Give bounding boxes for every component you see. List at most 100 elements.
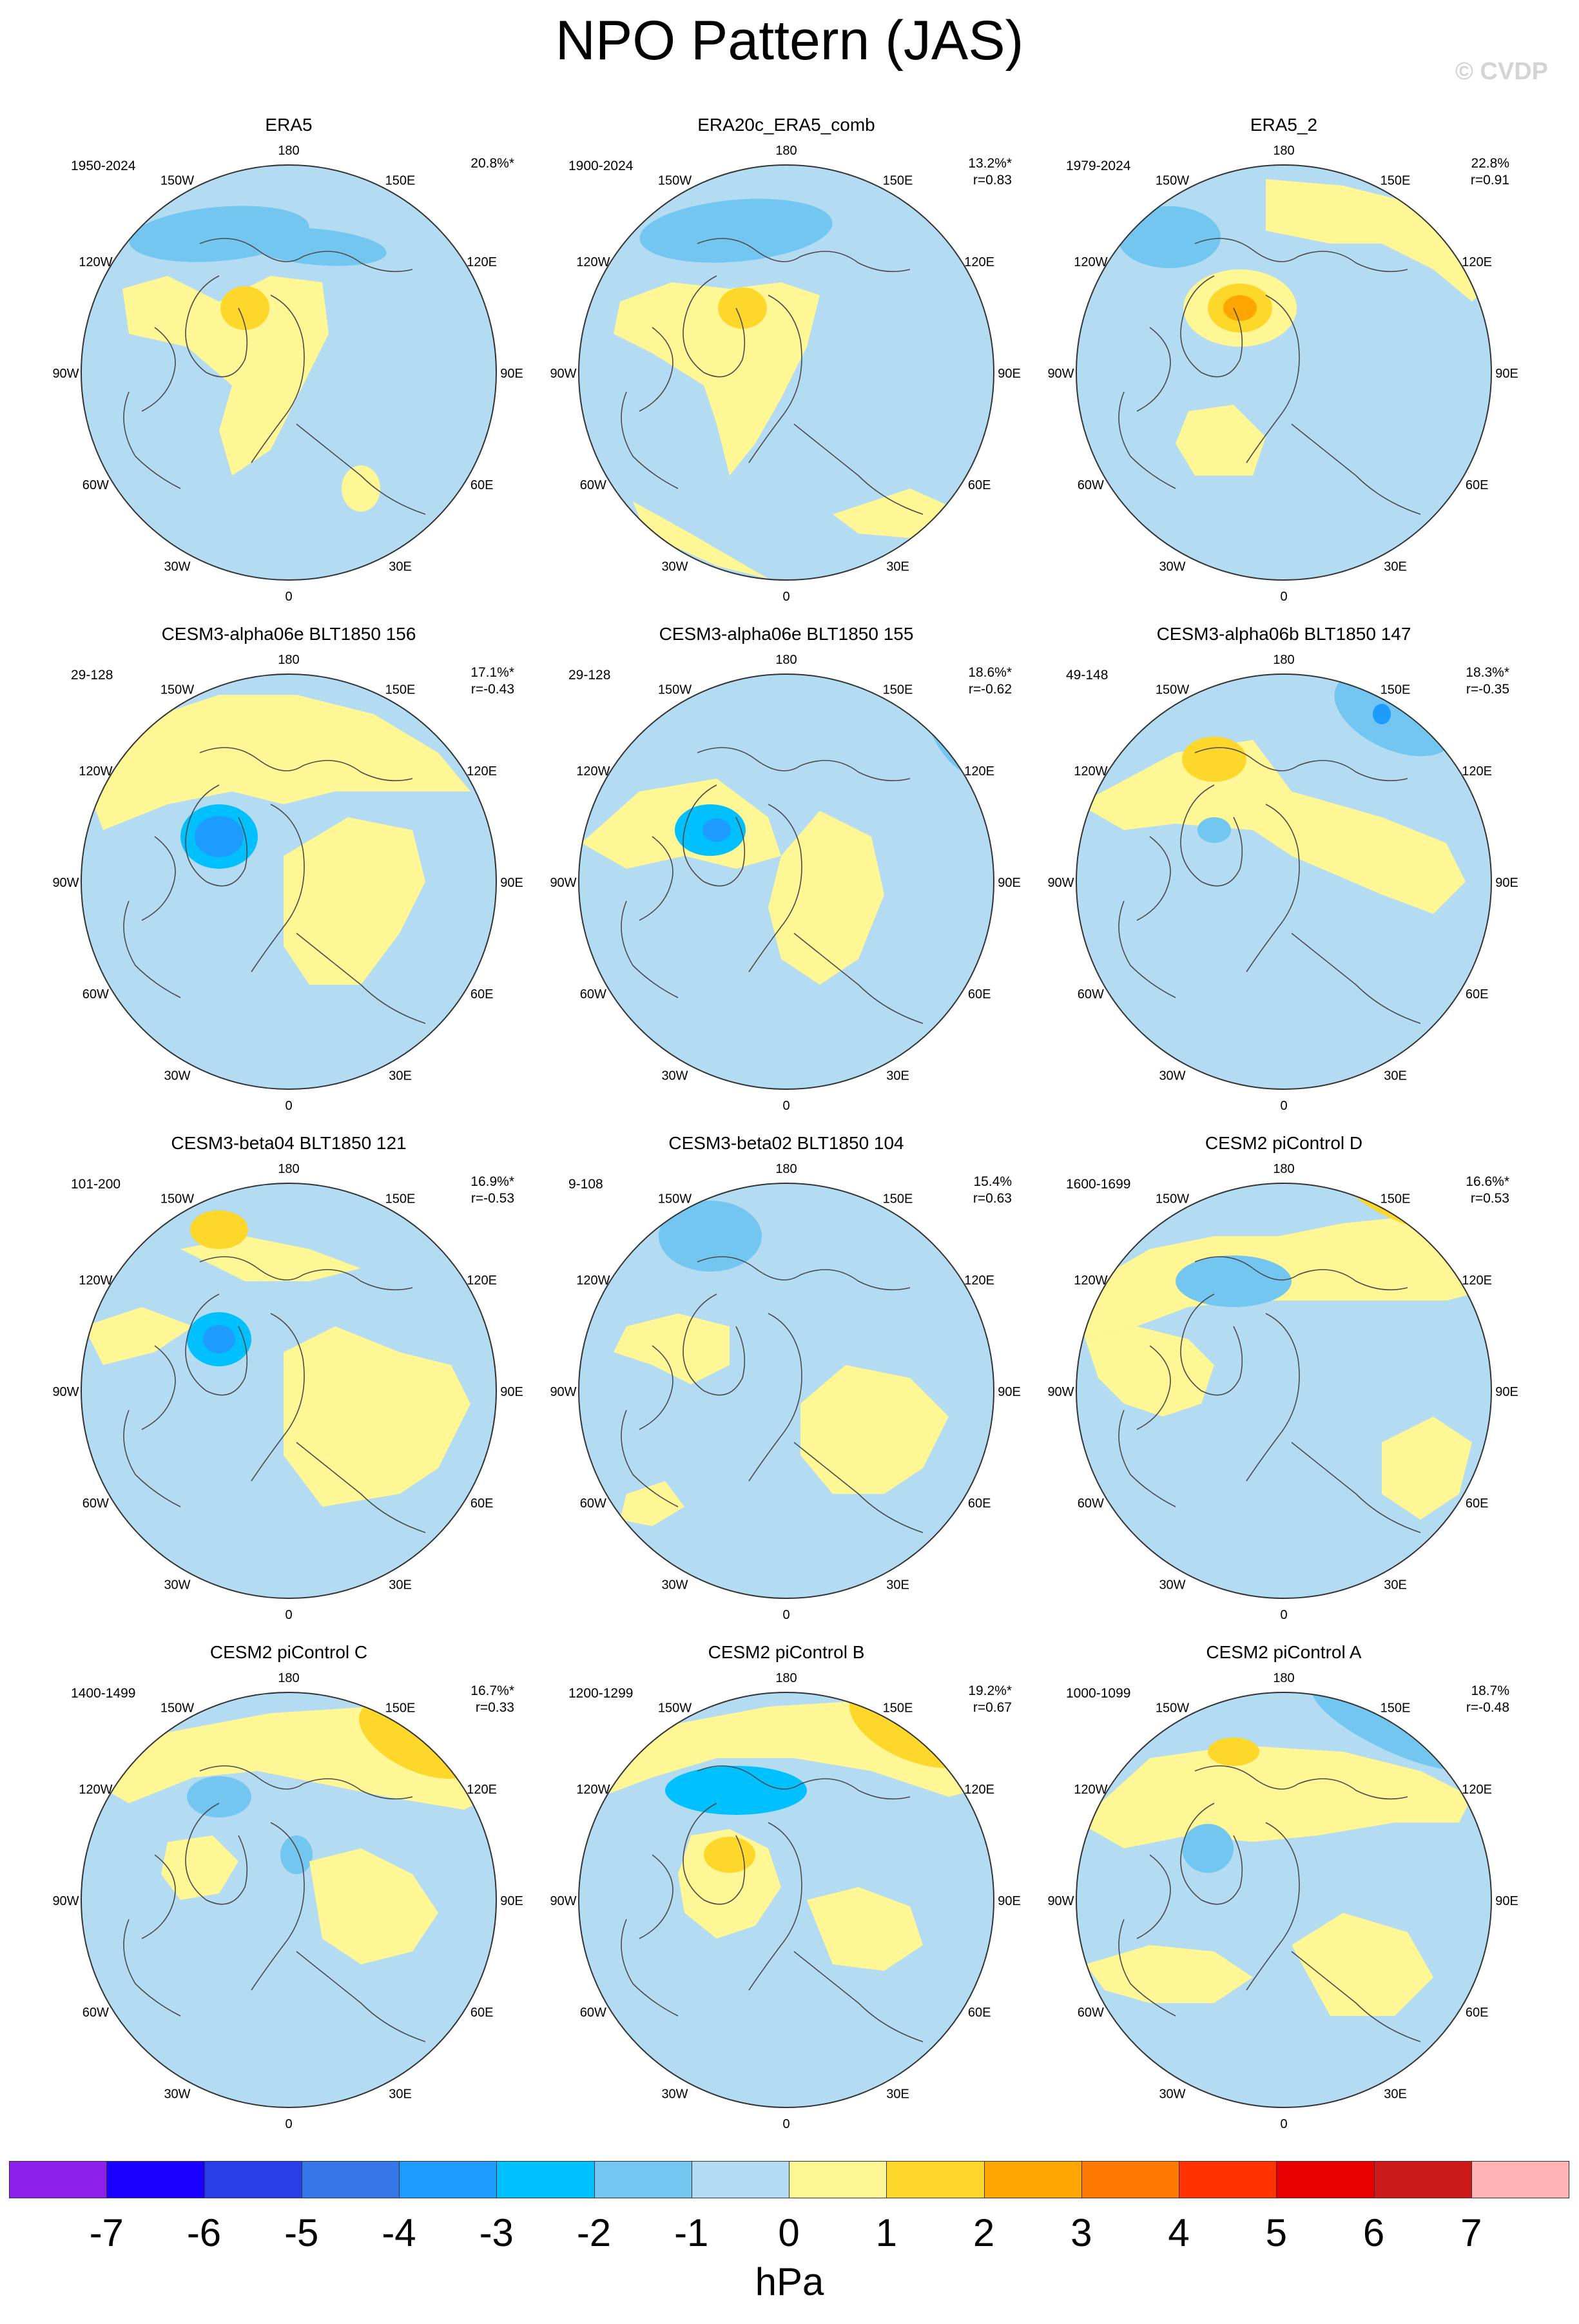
panel-years: 29-128 (568, 668, 611, 683)
panel-pattern-correlation: r=-0.62 (968, 682, 1012, 697)
panel-variance-explained: 16.6%* (1466, 1174, 1509, 1189)
polar-map: 180 150E 120E 90E 60E 30E 0 30W 60W 90W 120W 150W (52, 144, 523, 604)
coastline (1246, 1822, 1300, 1991)
longitude-label: 60W (1078, 2006, 1104, 2020)
longitude-label: 90E (500, 876, 523, 890)
coastline (621, 900, 679, 998)
longitude-label: 30E (1384, 1069, 1407, 1083)
panel-title: CESM2 piControl A (1206, 1642, 1362, 1662)
coastline (1246, 295, 1300, 463)
coastline (141, 327, 176, 412)
panel-variance-explained: 18.7% (1471, 1683, 1509, 1698)
panel-title: ERA20c_ERA5_comb (697, 115, 875, 135)
longitude-label: 60W (1078, 478, 1104, 492)
anomaly-contour (309, 1848, 438, 1964)
colorbar-tick-label: 6 (1362, 2211, 1385, 2254)
longitude-label: 60W (82, 478, 109, 492)
longitude-label: 120E (964, 1273, 994, 1288)
anomaly-contour (1085, 1326, 1214, 1417)
coastline (1136, 836, 1171, 921)
colorbar-swatch (106, 2161, 205, 2198)
anomaly-contour (614, 282, 820, 476)
longitude-label: 0 (285, 1099, 292, 1113)
panel-pattern-correlation: r=0.63 (973, 1191, 1012, 1206)
longitude-label: 180 (775, 144, 797, 158)
coastline (621, 1409, 679, 1507)
colorbar-tick-label: -5 (284, 2211, 319, 2254)
coastline (199, 1256, 413, 1291)
longitude-label: 60W (580, 478, 606, 492)
longitude-label: 90W (550, 1894, 576, 1908)
coastline (185, 784, 248, 887)
colorbar-tick-label: 3 (1070, 2211, 1092, 2254)
anomaly-contour (84, 695, 470, 830)
anomaly-contour (1266, 179, 1491, 302)
coastline (793, 423, 924, 515)
longitude-label: 120E (1462, 764, 1492, 779)
longitude-label: 90E (998, 876, 1021, 890)
anomaly-contour (639, 199, 833, 263)
coastline (1136, 327, 1171, 412)
colorbar-swatch (399, 2161, 498, 2198)
coastline (1291, 933, 1421, 1024)
longitude-label: 120W (576, 1273, 610, 1288)
longitude-label: 30E (886, 1069, 909, 1083)
coastline (1180, 1293, 1243, 1396)
colorbar-swatch (1081, 2161, 1179, 2198)
coastline (697, 1256, 911, 1291)
panel-title: CESM2 piControl C (209, 1642, 368, 1662)
coastline (141, 1345, 176, 1430)
longitude-label: 150E (1380, 1701, 1411, 1715)
map-boundary (578, 164, 994, 581)
coastline (1194, 238, 1408, 273)
panel-pattern-correlation: r=-0.48 (1466, 1700, 1509, 1715)
anomaly-contour (280, 1835, 313, 1874)
coastline (1246, 804, 1300, 973)
map-panel: CESM3-beta02 BLT1850 104 180 150E 120E 90E 60… (523, 1133, 1049, 1642)
coastline (199, 747, 413, 782)
longitude-label: 120W (576, 255, 610, 269)
longitude-label: 60E (968, 1496, 991, 1511)
anomaly-contour (704, 1837, 755, 1873)
longitude-label: 120E (1462, 255, 1492, 269)
anomaly-contour (284, 817, 425, 985)
longitude-label: 150W (1156, 1192, 1189, 1206)
longitude-label: 120W (1074, 764, 1107, 779)
longitude-label: 60W (580, 1496, 606, 1511)
longitude-label: 120E (1462, 1783, 1492, 1797)
panel-title: CESM3-alpha06e BLT1850 156 (161, 624, 416, 644)
anomaly-contour (1079, 1745, 1472, 1848)
longitude-label: 30E (886, 1578, 909, 1593)
map-boundary (578, 1692, 994, 2108)
panel-years: 29-128 (71, 668, 113, 683)
longitude-label: 30E (389, 1069, 412, 1083)
polar-map: 180 150E 120E 90E 60E 30E 0 30W 60W 90W 120W 150W (550, 1162, 1020, 1622)
colorbar-tick-label: 2 (973, 2211, 995, 2254)
anomaly-contour (1182, 737, 1246, 782)
panel-variance-explained: 18.3%* (1466, 665, 1509, 680)
polar-map: 180 150E 120E 90E 60E 30E 0 30W 60W 90W 120W 150W (1047, 144, 1518, 604)
polar-map: 180 150E 120E 90E 60E 30E 0 30W 60W 90W 120W 150W (1047, 1671, 1518, 2131)
map-panel: CESM3-alpha06e BLT1850 156 180 150E 120E 90E… (26, 624, 552, 1133)
anomaly-contour (1085, 1945, 1253, 2003)
coastline (123, 391, 181, 489)
coastline (1118, 391, 1176, 489)
colorbar-swatch (1276, 2161, 1375, 2198)
longitude-label: 180 (278, 653, 299, 667)
longitude-label: 180 (1273, 144, 1294, 158)
map-panel: ERA20c_ERA5_comb 180 150E 120E 90E 60E 30E 0 30W… (523, 115, 1049, 624)
longitude-label: 90W (550, 367, 576, 381)
coastline (697, 1765, 911, 1800)
colorbar-swatch (691, 2161, 790, 2198)
longitude-label: 150E (1380, 173, 1411, 188)
anomaly-contour (1382, 1417, 1472, 1520)
coastline (1118, 1919, 1176, 2017)
coastline (639, 327, 673, 412)
coastline (748, 804, 802, 973)
longitude-label: 120W (576, 1783, 610, 1797)
colorbar-tick-label: -3 (479, 2211, 514, 2254)
longitude-label: 150E (883, 173, 913, 188)
panel-variance-explained: 17.1%* (470, 665, 514, 680)
longitude-label: 90W (52, 876, 79, 890)
panel-pattern-correlation: r=-0.43 (470, 682, 514, 697)
